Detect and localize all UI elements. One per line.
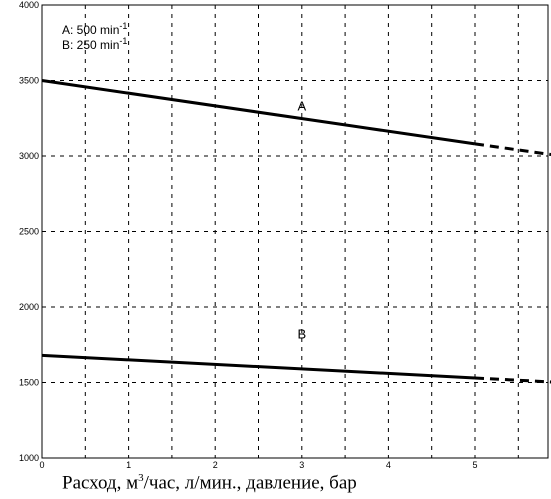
series-a-line — [41, 79, 476, 146]
caption-part2: /час, л/мин., давление, бар — [143, 472, 357, 494]
legend-entry-0: A: 500 min-1 — [62, 21, 127, 37]
caption-part1: Расход, м — [62, 472, 139, 494]
y-tick-label-4: 3000 — [19, 151, 39, 161]
series-label-a: A — [297, 99, 306, 114]
legend-entry-1: B: 250 min-1 — [62, 36, 127, 52]
series-label-b: B — [297, 327, 306, 342]
y-tick-label-5: 3500 — [19, 76, 39, 86]
x-tick-label-4: 4 — [386, 460, 391, 470]
tick-labels: 1000 1500 2000 2500 3000 3500 4000 0 1 2 3 4 5 — [19, 0, 478, 470]
grid-lines — [42, 5, 548, 458]
x-tick-label-2: 2 — [213, 460, 218, 470]
caption-superscript: 3 — [138, 472, 144, 484]
plot-frame — [41, 4, 549, 459]
x-axis-caption: Расход, м3/час, л/мин., давление, бар — [0, 472, 551, 499]
y-tick-label-3: 2500 — [19, 227, 39, 237]
x-tick-label-3: 3 — [299, 460, 304, 470]
series-b-line — [41, 353, 476, 380]
series-a-extrapolation — [474, 142, 551, 157]
series-lines — [41, 79, 551, 384]
y-tick-label-6: 4000 — [19, 0, 39, 10]
x-tick-label-1: 1 — [126, 460, 131, 470]
series-labels: AB — [297, 99, 306, 342]
y-tick-label-0: 1000 — [19, 453, 39, 463]
y-tick-label-2: 2000 — [19, 302, 39, 312]
x-tick-label-5: 5 — [472, 460, 477, 470]
x-tick-label-0: 0 — [39, 460, 44, 470]
legend: A: 500 min-1B: 250 min-1 — [62, 21, 127, 52]
y-tick-label-1: 1500 — [19, 378, 39, 388]
series-b-extrapolation — [474, 376, 551, 384]
